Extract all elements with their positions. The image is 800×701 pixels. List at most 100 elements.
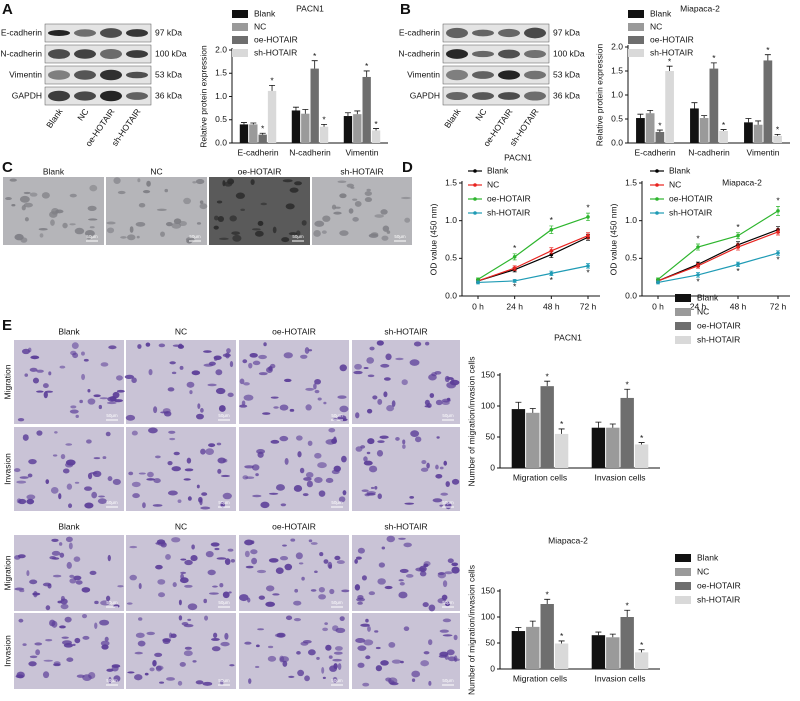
cell: [318, 490, 326, 497]
cell: [243, 382, 250, 386]
cell: [106, 668, 114, 672]
cell: [423, 651, 430, 655]
cell: [149, 667, 155, 672]
legend-marker: [655, 211, 659, 215]
cell: [66, 483, 73, 490]
cell: [177, 344, 185, 349]
cell: [89, 226, 95, 229]
cell: [128, 471, 134, 476]
cell: [11, 204, 16, 207]
cell: [360, 623, 370, 627]
bar: [744, 122, 753, 143]
cell: [220, 679, 224, 686]
cell: [265, 601, 276, 607]
legend-label: oe-HOTAIR: [487, 193, 531, 203]
error-bar: [701, 115, 708, 119]
cell: [258, 372, 268, 376]
significance: *: [722, 120, 726, 130]
bar: [540, 604, 554, 669]
significance: *: [270, 76, 274, 86]
point: [549, 227, 554, 232]
cell: [251, 557, 258, 565]
cell: [117, 585, 124, 588]
significance: *: [550, 215, 554, 225]
cell: [158, 343, 166, 348]
significance: *: [550, 275, 554, 285]
cell: [69, 193, 77, 198]
cell: [74, 637, 81, 644]
cell: [441, 594, 448, 601]
cell: [282, 544, 287, 547]
cell: [377, 398, 383, 405]
legend-label: Blank: [650, 8, 672, 18]
error-bar: [240, 122, 247, 125]
cell: [45, 638, 53, 642]
cell: [166, 677, 175, 681]
cell: [137, 178, 141, 183]
cell: [229, 361, 234, 368]
legend-label: NC: [487, 179, 499, 189]
cell: [314, 220, 325, 227]
bar: [511, 409, 526, 468]
cell: [168, 632, 173, 639]
cell: [148, 427, 158, 434]
cell: [191, 370, 201, 376]
blot-strip: [44, 65, 152, 85]
cell: [167, 490, 178, 496]
cell: [265, 585, 275, 592]
cell: [116, 375, 123, 381]
blot-band: [100, 28, 122, 38]
cell: [435, 473, 443, 479]
cell: [366, 451, 371, 455]
cell: [62, 640, 72, 646]
cell: [9, 178, 17, 182]
cell: [179, 662, 186, 667]
cell: [227, 392, 234, 398]
cell: [159, 681, 165, 684]
bar: [343, 116, 353, 143]
significance: *: [546, 590, 550, 600]
cell: [296, 230, 301, 237]
cell: [298, 562, 304, 565]
cell: [70, 405, 77, 409]
bar: [591, 427, 606, 468]
cell: [218, 405, 226, 412]
cell: [305, 387, 314, 391]
cell: [138, 472, 146, 475]
cell: [213, 225, 219, 230]
cell: [62, 222, 68, 229]
cell: [107, 476, 113, 482]
bar: [554, 643, 569, 669]
cell: [152, 659, 157, 667]
cell: [310, 542, 318, 545]
chart-title: PACN1: [504, 152, 532, 162]
panel-label: E: [2, 317, 12, 334]
bar: [258, 134, 267, 143]
significance: *: [712, 53, 716, 63]
cell: [144, 672, 149, 676]
blot-band: [126, 92, 148, 100]
cell: [51, 538, 59, 542]
point: [512, 279, 517, 283]
blot-band: [48, 29, 70, 37]
cell: [332, 625, 339, 632]
bar: [655, 131, 665, 143]
cell: [249, 352, 258, 358]
cell: [324, 622, 328, 626]
cell: [378, 562, 386, 568]
cell: [283, 352, 293, 359]
cell: [293, 484, 303, 492]
cell: [212, 585, 218, 588]
cell: [200, 506, 211, 510]
cell: [34, 642, 43, 646]
cell: [398, 579, 404, 582]
blot-band: [100, 90, 122, 102]
blot-band: [446, 91, 468, 101]
cell: [367, 625, 371, 632]
cell: [425, 341, 430, 346]
cell: [65, 443, 73, 446]
cell: [203, 598, 208, 604]
y-axis-label: OD value (450 nm): [428, 203, 438, 275]
blot-band: [524, 27, 546, 39]
group-label: sh-HOTAIR: [384, 521, 427, 531]
